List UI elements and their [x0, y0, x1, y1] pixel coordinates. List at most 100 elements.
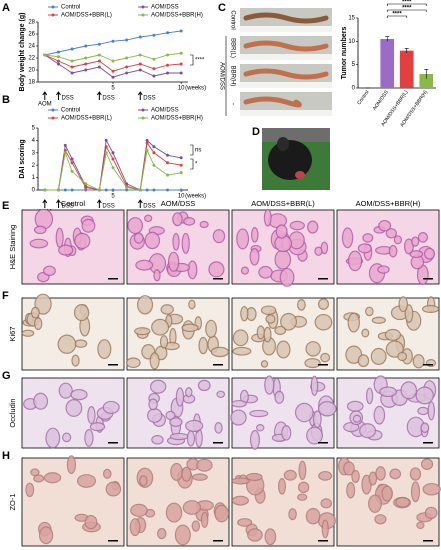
- crypt: [139, 475, 148, 487]
- series-point: [70, 157, 74, 161]
- crypt: [151, 434, 164, 445]
- y-tick-label: 5: [352, 62, 356, 68]
- crypt: [255, 424, 265, 432]
- histology-image: [21, 293, 125, 371]
- legend-marker: [141, 5, 145, 9]
- series-point: [152, 163, 156, 167]
- event-label: DSS: [61, 96, 73, 102]
- crypt: [240, 266, 250, 275]
- crypt: [365, 387, 374, 405]
- crypt: [361, 328, 370, 338]
- crypt: [33, 392, 49, 410]
- crypt: [412, 354, 425, 369]
- series-point: [104, 188, 108, 192]
- event-arrow: [137, 91, 143, 100]
- crypt: [246, 472, 263, 481]
- crypt: [263, 208, 272, 227]
- crypt: [71, 354, 80, 367]
- crypt: [280, 312, 297, 331]
- y-tick-label: 18: [28, 80, 35, 86]
- crypt: [232, 346, 252, 356]
- series-point: [138, 188, 142, 192]
- crypt: [417, 232, 429, 243]
- crypt: [249, 409, 269, 418]
- crypt: [33, 317, 43, 331]
- series-point: [70, 59, 74, 63]
- series-point: [70, 71, 74, 75]
- crypt: [346, 482, 356, 499]
- histology-image: [336, 375, 440, 449]
- crypt: [148, 398, 158, 411]
- crypt: [403, 238, 414, 255]
- y-tick-label: 28: [28, 20, 35, 26]
- scale-bar: [213, 442, 223, 444]
- crypt: [103, 468, 112, 479]
- series-point: [56, 188, 60, 192]
- crypt: [208, 261, 225, 278]
- crypt: [74, 339, 88, 348]
- x-tick-label: 5: [111, 194, 115, 200]
- series-point: [145, 141, 149, 145]
- crypt: [174, 524, 191, 546]
- panel-letter: H: [2, 450, 10, 462]
- scale-bar: [108, 540, 118, 542]
- series-point: [166, 173, 170, 177]
- crypt: [197, 379, 211, 392]
- series-point: [104, 151, 108, 155]
- crypt: [181, 232, 190, 254]
- crypt: [343, 461, 355, 476]
- significance-bracket: [190, 144, 194, 156]
- crypt: [159, 335, 169, 349]
- crypt: [275, 224, 288, 239]
- crypt: [279, 267, 295, 287]
- crypt: [205, 319, 217, 338]
- series-point: [97, 65, 101, 69]
- crypt: [260, 305, 277, 316]
- crypt: [76, 474, 97, 488]
- crypt: [283, 469, 297, 481]
- crypt: [362, 233, 374, 243]
- crypt: [310, 375, 319, 396]
- series-point: [111, 188, 115, 192]
- crypt: [417, 406, 429, 416]
- crypt: [198, 336, 209, 355]
- crypt: [237, 518, 253, 527]
- crypt: [231, 495, 249, 506]
- y-axis-label: DAI scoring: [19, 139, 26, 178]
- crypt: [377, 265, 390, 274]
- series-point: [104, 138, 108, 142]
- crypt: [298, 460, 307, 481]
- bar: [380, 39, 395, 88]
- significance-bracket: [190, 158, 194, 170]
- y-tick-label: 0: [352, 86, 356, 92]
- crypt: [172, 212, 183, 227]
- y-tick-label: 2: [32, 163, 36, 169]
- series-line: [44, 30, 182, 56]
- legend-marker: [51, 108, 55, 112]
- ruler: [240, 26, 332, 32]
- series-point: [138, 35, 142, 39]
- crypt: [400, 381, 417, 400]
- series-point: [138, 53, 142, 57]
- significance-bracket: [386, 3, 427, 6]
- crypt: [289, 220, 305, 231]
- crypt: [357, 354, 370, 368]
- crypt: [89, 422, 106, 432]
- series-point: [56, 55, 60, 59]
- crypt: [127, 217, 144, 235]
- x-tick-label: 10: [178, 86, 185, 92]
- crypt: [314, 313, 333, 331]
- series-point: [111, 75, 115, 79]
- scale-bar: [423, 364, 433, 366]
- series-point: [125, 38, 129, 42]
- crypt: [30, 468, 40, 477]
- ruler: [240, 82, 332, 88]
- crypt: [30, 306, 40, 319]
- crypt: [182, 500, 202, 515]
- crypt: [365, 306, 374, 317]
- series-point: [56, 59, 60, 63]
- x-tick-label: Control: [356, 89, 370, 106]
- scale-bar: [423, 278, 433, 280]
- row-label: ZO-1: [8, 493, 17, 510]
